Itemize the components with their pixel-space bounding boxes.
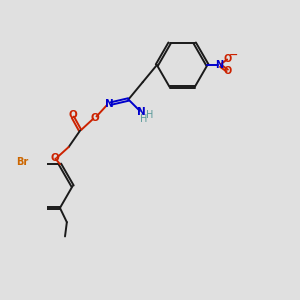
Text: H: H [146, 110, 153, 120]
Text: O: O [68, 110, 77, 120]
Text: O: O [224, 54, 232, 64]
Text: O: O [91, 113, 100, 123]
Text: O: O [51, 154, 60, 164]
Text: N: N [137, 107, 146, 117]
Text: N: N [215, 60, 223, 70]
Text: Br: Br [16, 157, 28, 167]
Text: O: O [224, 66, 232, 76]
Text: H: H [140, 113, 148, 124]
Text: N: N [104, 99, 113, 109]
Text: −: − [229, 50, 238, 59]
